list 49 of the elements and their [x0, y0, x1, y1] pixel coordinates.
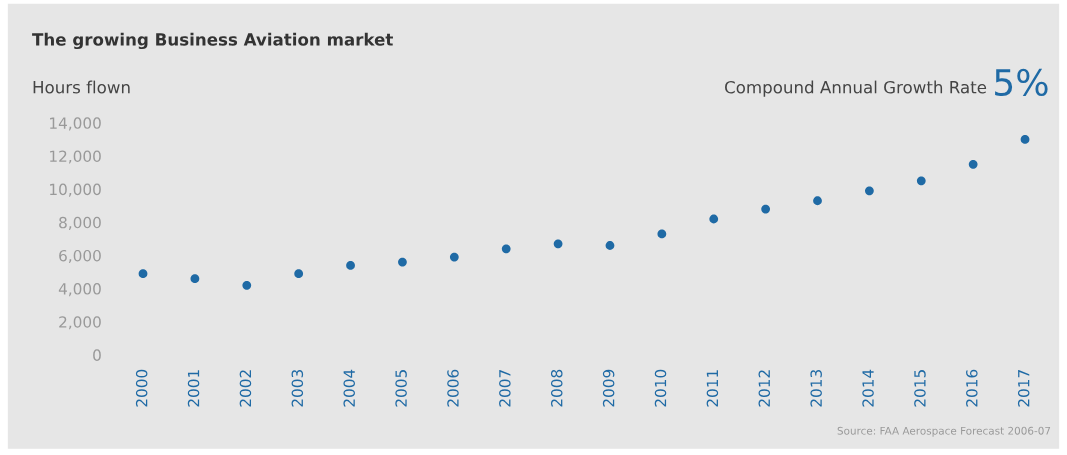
x-tick-label: 2001: [187, 370, 200, 407]
point: [398, 257, 407, 267]
text: Compound Annual Growth Rate: [725, 80, 987, 97]
point: [709, 214, 719, 224]
y-tick-label: 4,000: [58, 283, 101, 297]
x-tick-label: 2005: [395, 370, 407, 407]
x-tick-label: 2010: [654, 369, 667, 407]
point: [553, 239, 563, 249]
x-tick-label: 2002: [239, 370, 252, 407]
source-note: Source: FAA Aerospace Forecast 2006-07: [837, 426, 1051, 437]
x-tick-label: 2016: [966, 369, 978, 407]
y-tick-label: 0: [93, 349, 101, 361]
chart-title: The growing Business Aviation market: [32, 32, 393, 50]
x-tick-label: 2000: [135, 369, 148, 407]
point: [449, 252, 459, 262]
y-tick-label: 2,000: [59, 316, 101, 330]
x-tick-label: 2017: [1017, 370, 1030, 407]
y-tick-label: 6,000: [59, 249, 101, 264]
point: [605, 241, 615, 250]
x-tick-label: 2009: [602, 369, 615, 407]
y-tick-label: 14,000: [50, 117, 101, 131]
x-tick-label: 2006: [447, 369, 459, 407]
point: [242, 280, 252, 290]
point: [916, 176, 926, 186]
x-tick-label: 2008: [550, 369, 563, 407]
y-tick-label: 10,000: [50, 183, 101, 197]
point: [761, 204, 771, 214]
point: [346, 261, 355, 270]
point: [501, 244, 511, 254]
y-axis-title: Hours flown: [33, 80, 130, 94]
x-tick-label: 2013: [810, 370, 822, 407]
point: [294, 269, 304, 279]
point: [138, 269, 148, 279]
y-tick-label: 8,000: [59, 216, 101, 230]
x-tick-label: 2007: [499, 370, 511, 407]
point: [1020, 135, 1030, 144]
point: [190, 274, 200, 284]
point: [865, 186, 874, 196]
y-tick-label: 12,000: [50, 150, 101, 164]
x-tick-label: 2003: [291, 370, 304, 407]
point: [657, 229, 667, 239]
x-tick-label: 2012: [758, 370, 771, 407]
x-tick-label: 2015: [914, 370, 926, 407]
text: 5%: [995, 68, 1048, 97]
x-tick-label: 2011: [706, 370, 719, 407]
point: [813, 196, 822, 206]
x-tick-label: 2004: [343, 369, 355, 407]
point: [968, 159, 978, 169]
x-tick-label: 2014: [862, 369, 874, 407]
